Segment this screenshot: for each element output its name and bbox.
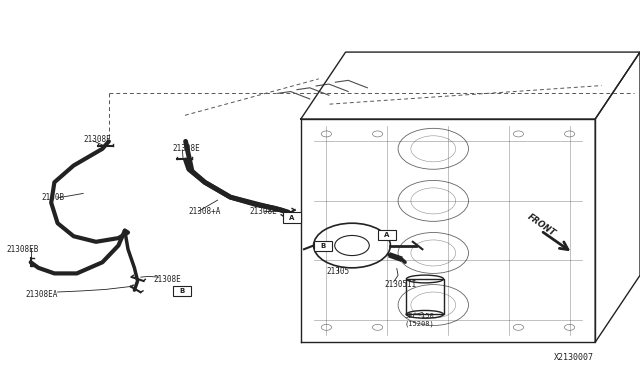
Text: FRONT: FRONT	[526, 212, 557, 238]
Text: A: A	[384, 232, 389, 238]
Text: 21308+A: 21308+A	[189, 207, 221, 216]
Text: A: A	[289, 215, 294, 221]
Text: 21308E: 21308E	[154, 275, 181, 284]
Text: 21308E: 21308E	[173, 144, 200, 153]
Text: B: B	[180, 288, 185, 294]
Text: 21305II: 21305II	[384, 280, 417, 289]
Text: B: B	[320, 243, 325, 249]
Text: SEC.150
(15208): SEC.150 (15208)	[404, 313, 434, 327]
FancyBboxPatch shape	[283, 212, 301, 223]
Text: X2130007: X2130007	[554, 353, 594, 362]
Text: 21308EA: 21308EA	[26, 290, 58, 299]
Bar	[406, 279, 444, 314]
Text: 21308E: 21308E	[250, 207, 277, 216]
FancyBboxPatch shape	[314, 241, 332, 251]
Text: 21308E: 21308E	[83, 135, 111, 144]
FancyBboxPatch shape	[378, 230, 396, 240]
Text: 2130B: 2130B	[42, 193, 65, 202]
Text: 21308EB: 21308EB	[6, 245, 39, 254]
Text: 21305: 21305	[326, 267, 349, 276]
FancyBboxPatch shape	[173, 286, 191, 296]
